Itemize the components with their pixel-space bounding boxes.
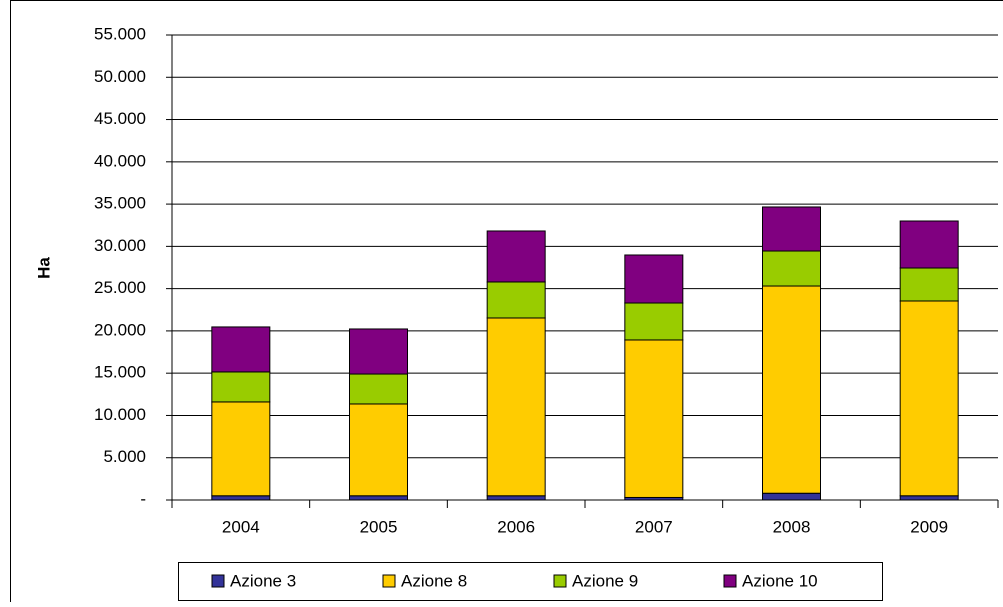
y-tick-label: 25.000 [94, 278, 146, 297]
legend-swatch [383, 575, 395, 587]
bar-segment [763, 207, 821, 251]
bar-segment [212, 372, 270, 402]
legend-label: Azione 3 [230, 571, 296, 590]
bar-segment [900, 301, 958, 496]
bar-segment [763, 286, 821, 493]
bar-segment [763, 251, 821, 286]
x-tick-label: 2006 [497, 517, 535, 536]
legend-label: Azione 10 [742, 571, 818, 590]
y-tick-label: 30.000 [94, 236, 146, 255]
y-tick-label: 5.000 [103, 447, 146, 466]
x-tick-label: 2007 [635, 517, 673, 536]
x-tick-label: 2008 [773, 517, 811, 536]
y-tick-label: 40.000 [94, 151, 146, 170]
bar-segment [212, 496, 270, 500]
legend-label: Azione 9 [572, 571, 638, 590]
legend-swatch [554, 575, 566, 587]
bar-segment [487, 231, 545, 282]
y-tick-label: - [140, 489, 146, 508]
bar-segment [763, 493, 821, 500]
legend-swatch [212, 575, 224, 587]
y-tick-label: 20.000 [94, 320, 146, 339]
y-tick-label: 50.000 [94, 67, 146, 86]
bar-segment [212, 402, 270, 496]
y-axis-title: Ha [34, 257, 53, 279]
bar-segment [212, 327, 270, 372]
y-tick-label: 10.000 [94, 405, 146, 424]
bar-segment [350, 374, 408, 404]
bar-segment [487, 318, 545, 496]
bar-segment [625, 303, 683, 340]
y-tick-label: 35.000 [94, 194, 146, 213]
bar-segment [625, 340, 683, 498]
x-tick-label: 2005 [360, 517, 398, 536]
bar-segment [350, 404, 408, 496]
y-tick-label: 45.000 [94, 109, 146, 128]
legend-swatch [724, 575, 736, 587]
x-tick-label: 2009 [910, 517, 948, 536]
bar-segment [350, 329, 408, 374]
y-tick-label: 55.000 [94, 24, 146, 43]
bar-segment [487, 496, 545, 500]
x-tick-label: 2004 [222, 517, 260, 536]
legend-label: Azione 8 [401, 571, 467, 590]
bar-segment [900, 268, 958, 301]
bar-segment [350, 496, 408, 500]
bar-segment [487, 282, 545, 318]
bar-segment [900, 221, 958, 268]
y-tick-label: 15.000 [94, 363, 146, 382]
bar-segment [625, 255, 683, 303]
bar-segment [900, 496, 958, 500]
